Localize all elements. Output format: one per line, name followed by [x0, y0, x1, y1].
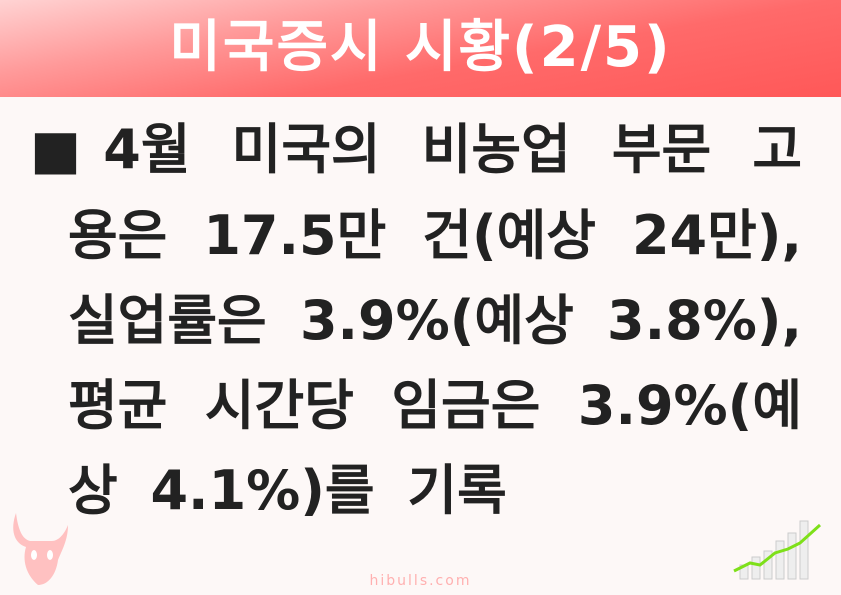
bull-logo-icon [13, 513, 69, 585]
body-line: ■4월 미국의 비농업 부문 고 [30, 118, 802, 181]
body-line: 용은 17.5만 건(예상 24만), [68, 204, 802, 267]
title-banner: 미국증시 시황(2/5) [0, 0, 841, 97]
slide-title: 미국증시 시황(2/5) [169, 15, 672, 80]
body-line: 실업률은 3.9%(예상 3.8%), [68, 289, 802, 352]
body-line: 평균 시간당 임금은 3.9%(예 [68, 374, 802, 437]
growth-chart-icon [733, 520, 822, 580]
website-footer: hibulls.com [369, 573, 472, 589]
body-line: 상 4.1%)를 기록 [68, 459, 507, 522]
